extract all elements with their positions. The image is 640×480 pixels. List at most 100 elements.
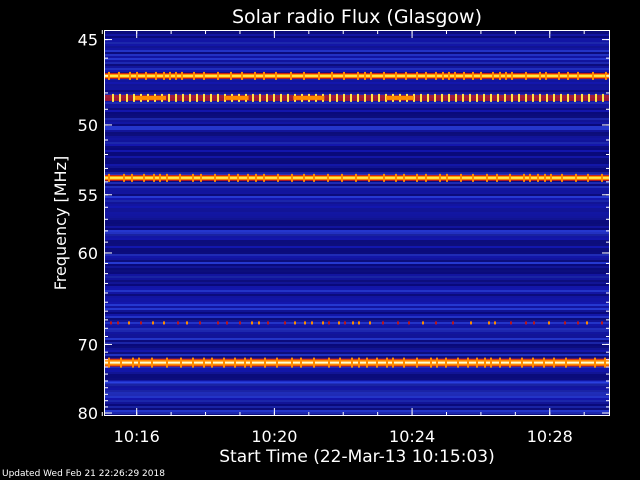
- emission-pulse: [112, 93, 114, 102]
- x-tick-label: 10:24: [389, 427, 435, 446]
- emission-pulse: [553, 93, 555, 102]
- emission-band-speckle: [539, 71, 541, 80]
- emission-band-speckle: [223, 357, 225, 368]
- emission-band-speckle: [561, 173, 563, 182]
- spectrogram-row: [104, 390, 610, 392]
- emission-speckle: [586, 321, 588, 325]
- emission-band-speckle: [358, 357, 360, 368]
- spectrogram-row: [104, 400, 610, 402]
- emission-speckle: [328, 321, 330, 325]
- emission-band-speckle: [467, 357, 469, 368]
- spectrogram-row: [104, 212, 610, 214]
- spectrogram-row: [104, 186, 610, 188]
- spectrogram-row: [104, 288, 610, 290]
- updated-timestamp: Updated Wed Feb 21 22:26:29 2018: [2, 469, 165, 479]
- spectrogram-row: [104, 248, 610, 250]
- emission-band-speckle: [499, 357, 501, 368]
- emission-band-speckle: [166, 173, 168, 182]
- spectrogram-row: [104, 348, 610, 350]
- spectrogram-row: [104, 220, 610, 222]
- emission-burst: [386, 95, 414, 100]
- emission-band-speckle: [575, 173, 577, 182]
- spectrogram-row: [104, 216, 610, 218]
- spectrogram-row: [104, 320, 610, 322]
- emission-band: [104, 381, 610, 384]
- emission-band-speckle: [511, 71, 513, 80]
- spectrogram-row: [104, 242, 610, 244]
- emission-speckle: [564, 321, 566, 325]
- spectrogram-row: [104, 328, 610, 330]
- emission-band-speckle: [435, 71, 437, 80]
- spectrogram-row: [104, 168, 610, 170]
- emission-speckle: [422, 321, 424, 325]
- spectrogram-row: [104, 352, 610, 354]
- spectrogram-row: [104, 262, 610, 264]
- emission-band-speckle: [192, 173, 194, 182]
- spectrogram-row: [104, 198, 610, 200]
- spectrogram-row: [104, 204, 610, 206]
- emission-band-speckle: [200, 173, 202, 182]
- emission-band-speckle: [255, 173, 257, 182]
- spectrogram-row: [104, 342, 610, 344]
- emission-band-speckle: [525, 71, 527, 80]
- emission-band-speckle: [550, 173, 552, 182]
- spectrogram-row: [104, 224, 610, 226]
- emission-band-speckle: [403, 173, 405, 182]
- emission-speckle: [358, 321, 360, 325]
- y-tick-label: 45: [78, 31, 98, 50]
- spectrogram-row: [104, 284, 610, 286]
- emission-speckle: [533, 321, 535, 325]
- emission-speckle: [152, 321, 154, 325]
- emission-band-speckle: [132, 357, 134, 368]
- spectrogram-row: [104, 62, 610, 64]
- emission-pulse: [462, 93, 464, 102]
- emission-speckle: [408, 321, 410, 325]
- spectrogram-row: [104, 372, 610, 374]
- spectrogram-row: [104, 380, 610, 382]
- spectrogram-row: [104, 90, 610, 92]
- emission-band-speckle: [129, 71, 131, 80]
- spectrogram-row: [104, 116, 610, 118]
- spectrogram-row: [104, 234, 610, 236]
- emission-band-speckle: [521, 357, 523, 368]
- spectrogram-row: [104, 34, 610, 36]
- emission-pulse: [371, 93, 373, 102]
- emission-band-speckle: [318, 71, 320, 80]
- emission-speckle: [322, 321, 324, 325]
- emission-speckle: [267, 321, 269, 325]
- emission-speckle: [344, 321, 346, 325]
- spectrogram-row: [104, 386, 610, 388]
- spectrogram-row: [104, 266, 610, 268]
- spectrogram-row: [104, 66, 610, 68]
- emission-band-speckle: [192, 357, 194, 368]
- spectrogram-row: [104, 118, 610, 120]
- emission-speckle: [601, 321, 603, 325]
- spectrogram-row: [104, 356, 610, 358]
- emission-speckle: [239, 321, 241, 325]
- spectrogram-row: [104, 368, 610, 370]
- emission-band-speckle: [357, 71, 359, 80]
- spectrogram-row: [104, 156, 610, 158]
- emission-burst: [224, 95, 249, 100]
- emission-pulse: [364, 93, 366, 102]
- emission-band-speckle: [230, 71, 232, 80]
- emission-band-speckle: [425, 173, 427, 182]
- x-axis-label: Start Time (22-Mar-13 10:15:03): [219, 447, 494, 467]
- spectrogram-row: [104, 330, 610, 332]
- spectrogram-row: [104, 398, 610, 400]
- emission-band-speckle: [118, 71, 120, 80]
- spectrogram-row: [104, 114, 610, 116]
- emission-band-speckle: [331, 71, 333, 80]
- spectrogram-row: [104, 218, 610, 220]
- emission-pulse: [518, 93, 520, 102]
- spectrogram-row: [104, 92, 610, 94]
- spectrogram-row: [104, 392, 610, 394]
- spectrogram-row: [104, 144, 610, 146]
- spectrogram-row: [104, 136, 610, 138]
- emission-band-speckle: [123, 173, 125, 182]
- spectrogram-row: [104, 134, 610, 136]
- emission-band-speckle: [181, 71, 183, 80]
- emission-pulse: [336, 93, 338, 102]
- spectrogram-row: [104, 214, 610, 216]
- emission-band-speckle: [180, 357, 182, 368]
